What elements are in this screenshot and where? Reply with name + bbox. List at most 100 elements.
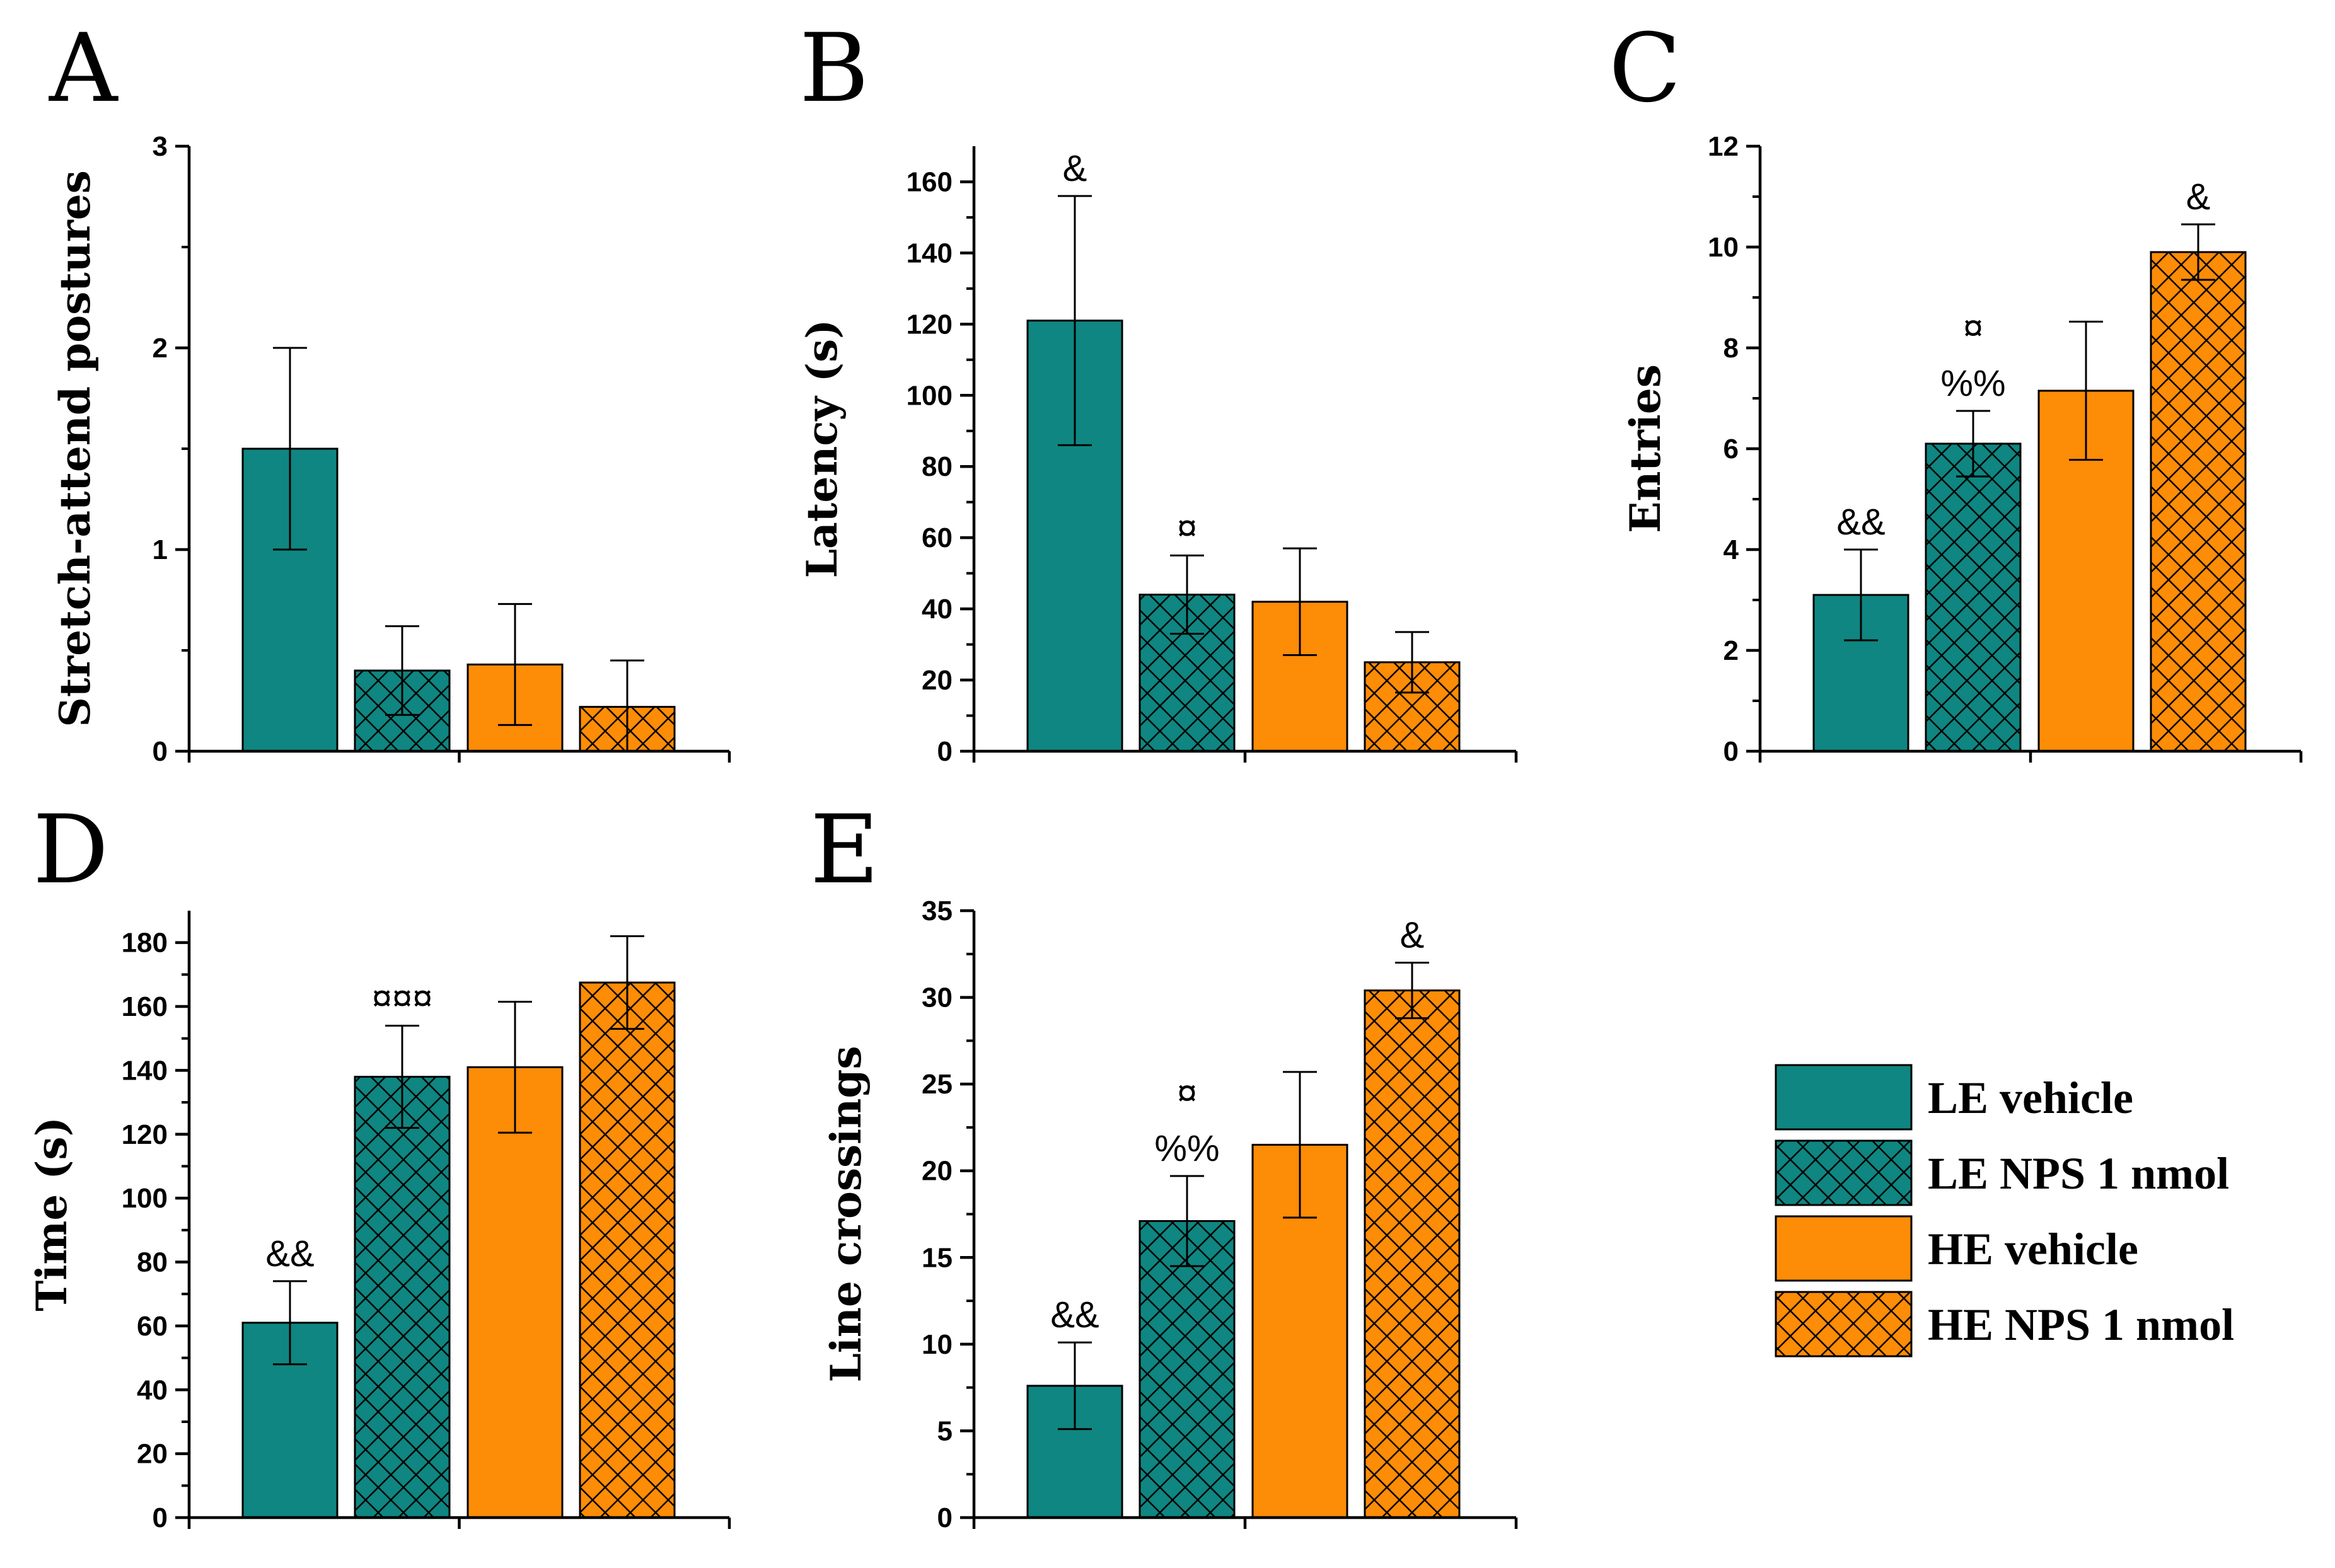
error-bar-le-nps: [385, 1024, 419, 1129]
panel-d: D Time (s) && ¤¤¤ 0 20 40 60 80 100 120 140 160 180: [27, 795, 731, 1533]
y-axis-title: Entries: [1621, 364, 1670, 533]
y-tick-label: 1: [153, 534, 168, 565]
panel-letter: B: [799, 14, 869, 124]
y-tick-label: 5: [937, 1415, 953, 1446]
significance-mark: &&: [1836, 502, 1885, 543]
error-bar-le-nps: [385, 625, 419, 716]
y-tick-label: 120: [907, 309, 953, 340]
y-tick-label: 6: [1724, 434, 1739, 464]
significance-mark: &: [1063, 148, 1087, 189]
significance-mark: &&: [1050, 1294, 1099, 1335]
y-tick-label: 25: [922, 1069, 953, 1100]
y-tick-label: 140: [907, 238, 953, 268]
y-tick-label: 10: [1708, 232, 1739, 263]
error-bar-he-vehicle: [1283, 547, 1317, 657]
panel-letter: C: [1609, 14, 1681, 124]
panel-c: C Entries &&%% ¤ & 0 2 4 6 8 10 12: [1609, 14, 2303, 767]
panel-letter: A: [49, 14, 119, 124]
axes: [972, 911, 1518, 1529]
y-axis-title: Line crossings: [821, 1046, 871, 1382]
y-tick-label: 35: [922, 896, 953, 926]
error-bar-le-nps: [1956, 410, 1990, 478]
panel-e: E Line crossings &&%% ¤ & 0 5 10 15 20 25 30 35: [810, 795, 1518, 1533]
significance-mark: ¤: [1177, 1073, 1197, 1114]
bar-he-vehicle: [466, 1066, 564, 1519]
error-bar-he-vehicle: [1283, 1071, 1317, 1219]
y-tick-label: 20: [137, 1439, 168, 1470]
y-tick-label: 2: [1724, 635, 1739, 666]
y-tick-label: 40: [922, 594, 953, 625]
legend-label: LE vehicle: [1928, 1073, 2133, 1123]
significance-mark: &: [2186, 176, 2211, 217]
error-bar-le-nps: [1170, 1175, 1204, 1267]
error-bar-le-vehicle: [1844, 548, 1878, 642]
error-bar-le-vehicle: [273, 1280, 307, 1366]
significance-mark: ¤: [1963, 308, 1983, 349]
bar-he-nps: [1364, 989, 1461, 1519]
error-bar-he-vehicle: [498, 1000, 532, 1134]
error-bar-he-nps: [1395, 631, 1429, 694]
axes: [1758, 146, 2303, 763]
y-tick-label: 160: [907, 166, 953, 197]
legend-swatch: [1775, 1291, 1913, 1358]
y-tick-label: 4: [1724, 534, 1739, 565]
legend-label: HE NPS 1 nmol: [1928, 1300, 2234, 1350]
significance-mark: ¤¤¤: [372, 977, 433, 1018]
y-tick-label: 0: [937, 1502, 953, 1533]
error-bar-he-nps: [2181, 223, 2215, 281]
y-tick-label: 0: [937, 736, 953, 767]
y-tick-label: 10: [922, 1329, 953, 1360]
error-bar-he-nps: [1395, 962, 1429, 1020]
y-tick-label: 160: [122, 991, 168, 1022]
y-tick-label: 80: [922, 451, 953, 482]
panel-letter: E: [810, 795, 879, 905]
bar-le-nps: [1925, 442, 2022, 752]
y-tick-label: 30: [922, 983, 953, 1013]
y-axis-title: Time (s): [27, 1117, 76, 1311]
y-axis-title: Latency (s): [797, 320, 847, 579]
error-bar-le-vehicle: [1058, 195, 1092, 446]
significance-mark: %%: [1940, 363, 2005, 404]
error-bar-le-nps: [1170, 554, 1204, 635]
y-tick-label: 140: [122, 1055, 168, 1086]
legend: LE vehicle LE NPS 1 nmol HE vehicle HE NPS …: [1775, 1064, 2234, 1358]
legend-swatch: [1775, 1139, 1913, 1206]
y-tick-label: 60: [137, 1311, 168, 1342]
significance-mark: ¤: [1177, 507, 1197, 548]
panel-letter: D: [33, 795, 108, 905]
bar-le-nps: [354, 1076, 451, 1519]
y-tick-label: 60: [922, 522, 953, 553]
y-tick-label: 3: [153, 131, 168, 162]
y-tick-label: 15: [922, 1242, 953, 1273]
legend-swatch: [1775, 1064, 1913, 1131]
y-tick-label: 80: [137, 1247, 168, 1278]
legend-label: LE NPS 1 nmol: [1928, 1148, 2229, 1199]
significance-mark: %%: [1154, 1128, 1219, 1169]
y-tick-label: 20: [922, 665, 953, 696]
error-bar-he-vehicle: [2069, 320, 2103, 461]
bar-he-nps: [579, 981, 676, 1519]
bar-le-nps: [1139, 1220, 1236, 1519]
y-tick-label: 120: [122, 1119, 168, 1150]
significance-mark: &&: [265, 1233, 314, 1274]
panel-b: B Latency (s) & ¤ 0 20 40 60 80 100 120 140 160: [797, 14, 1518, 767]
y-tick-label: 100: [122, 1183, 168, 1214]
y-tick-label: 40: [137, 1375, 168, 1405]
y-tick-label: 8: [1724, 333, 1739, 364]
y-tick-label: 12: [1708, 131, 1739, 162]
y-tick-label: 0: [153, 736, 168, 767]
y-tick-label: 0: [1724, 736, 1739, 767]
legend-label: HE vehicle: [1928, 1224, 2138, 1274]
error-bar-he-vehicle: [498, 602, 532, 726]
y-tick-label: 20: [922, 1156, 953, 1187]
y-axis-title: Stretch-attend postures: [50, 170, 100, 727]
error-bar-he-nps: [610, 935, 644, 1030]
panel-a: A Stretch-attend postures 0 1 2 3: [49, 14, 731, 767]
bar-he-nps: [2150, 251, 2247, 752]
y-tick-label: 0: [153, 1502, 168, 1533]
legend-swatch: [1775, 1215, 1913, 1282]
axes: [187, 911, 731, 1529]
y-tick-label: 2: [153, 333, 168, 364]
y-tick-label: 100: [907, 380, 953, 411]
